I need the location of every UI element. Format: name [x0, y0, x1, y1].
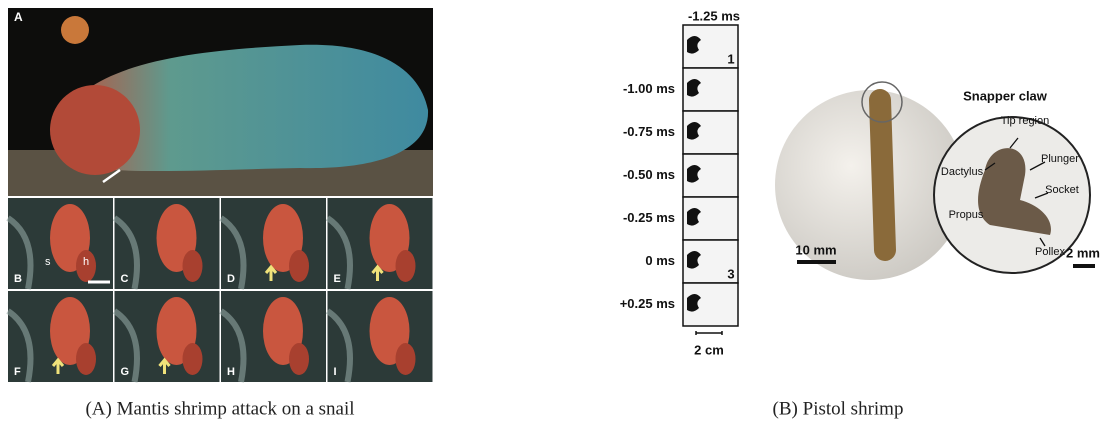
scale-bar: [696, 331, 722, 335]
frame-number: 1: [727, 51, 734, 66]
part-label: Pollex: [1035, 246, 1065, 258]
annotation: s: [45, 256, 51, 268]
part-label: Tip region: [1001, 115, 1050, 127]
time-label: -0.75 ms: [623, 124, 675, 139]
frame-label: D: [227, 273, 235, 285]
panel-label: A: [14, 10, 23, 24]
annotation: h: [83, 256, 89, 268]
frame-label: H: [227, 366, 235, 378]
time-label: -1.25 ms: [688, 8, 740, 23]
caption: (A) Mantis shrimp attack on a snail: [85, 398, 354, 419]
frame-label: C: [121, 273, 129, 285]
time-label: -0.50 ms: [623, 167, 675, 182]
claw-tip: [396, 250, 416, 282]
claw-tip: [183, 343, 203, 375]
part-label: Socket: [1045, 184, 1079, 196]
part-label: Plunger: [1041, 153, 1079, 165]
part-label: Propus: [949, 209, 984, 221]
part-label: Dactylus: [941, 166, 984, 178]
time-label: -1.00 ms: [623, 81, 675, 96]
frame-number: 3: [727, 266, 734, 281]
claw-tip: [183, 250, 203, 282]
shrimp-claw: [50, 85, 140, 175]
scale-label: 2 cm: [694, 342, 724, 357]
claw-tip: [289, 250, 309, 282]
frame-label: G: [121, 366, 130, 378]
figure: A B C D E F G H I s h -1.25 ms -1.00 ms -0.75 ms…: [0, 0, 1102, 423]
time-label: -0.25 ms: [623, 210, 675, 225]
claw-tip: [289, 343, 309, 375]
caption: (B) Pistol shrimp: [773, 398, 904, 419]
time-label: 0 ms: [645, 253, 675, 268]
scale-label: 10 mm: [795, 242, 836, 257]
scale-label: 2 mm: [1066, 245, 1100, 260]
frame-label: B: [14, 273, 22, 285]
claw-tip: [76, 343, 96, 375]
frame-label: E: [334, 273, 341, 285]
time-label: +0.25 ms: [620, 296, 675, 311]
claw-tip: [396, 343, 416, 375]
frame-label: I: [334, 366, 337, 378]
frame-label: F: [14, 366, 21, 378]
claw-title: Snapper claw: [963, 88, 1048, 103]
shrimp-eye: [61, 16, 89, 44]
